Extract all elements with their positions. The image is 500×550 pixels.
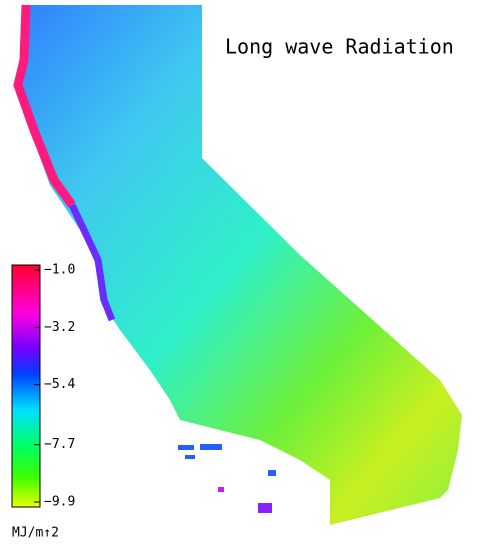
coastline-band — [13, 4, 76, 208]
islands — [178, 444, 276, 513]
colorbar-tick-label: −5.4 — [44, 377, 75, 392]
colorbar-ticks: −1.0 −3.2 −5.4 −7.7 −9.9 — [34, 263, 75, 510]
colorbar-tick-label: −9.9 — [44, 495, 75, 510]
colorbar-unit: MJ/m↑2 — [12, 526, 59, 541]
colorbar-tick-label: −1.0 — [44, 263, 75, 278]
california-land — [14, 5, 462, 525]
colorbar-tick-label: −3.2 — [44, 320, 75, 335]
colorbar-tick-label: −7.7 — [44, 437, 75, 452]
map-title: Long wave Radiation — [225, 35, 454, 59]
coastline-band — [68, 203, 116, 322]
colorbar — [11, 264, 41, 508]
